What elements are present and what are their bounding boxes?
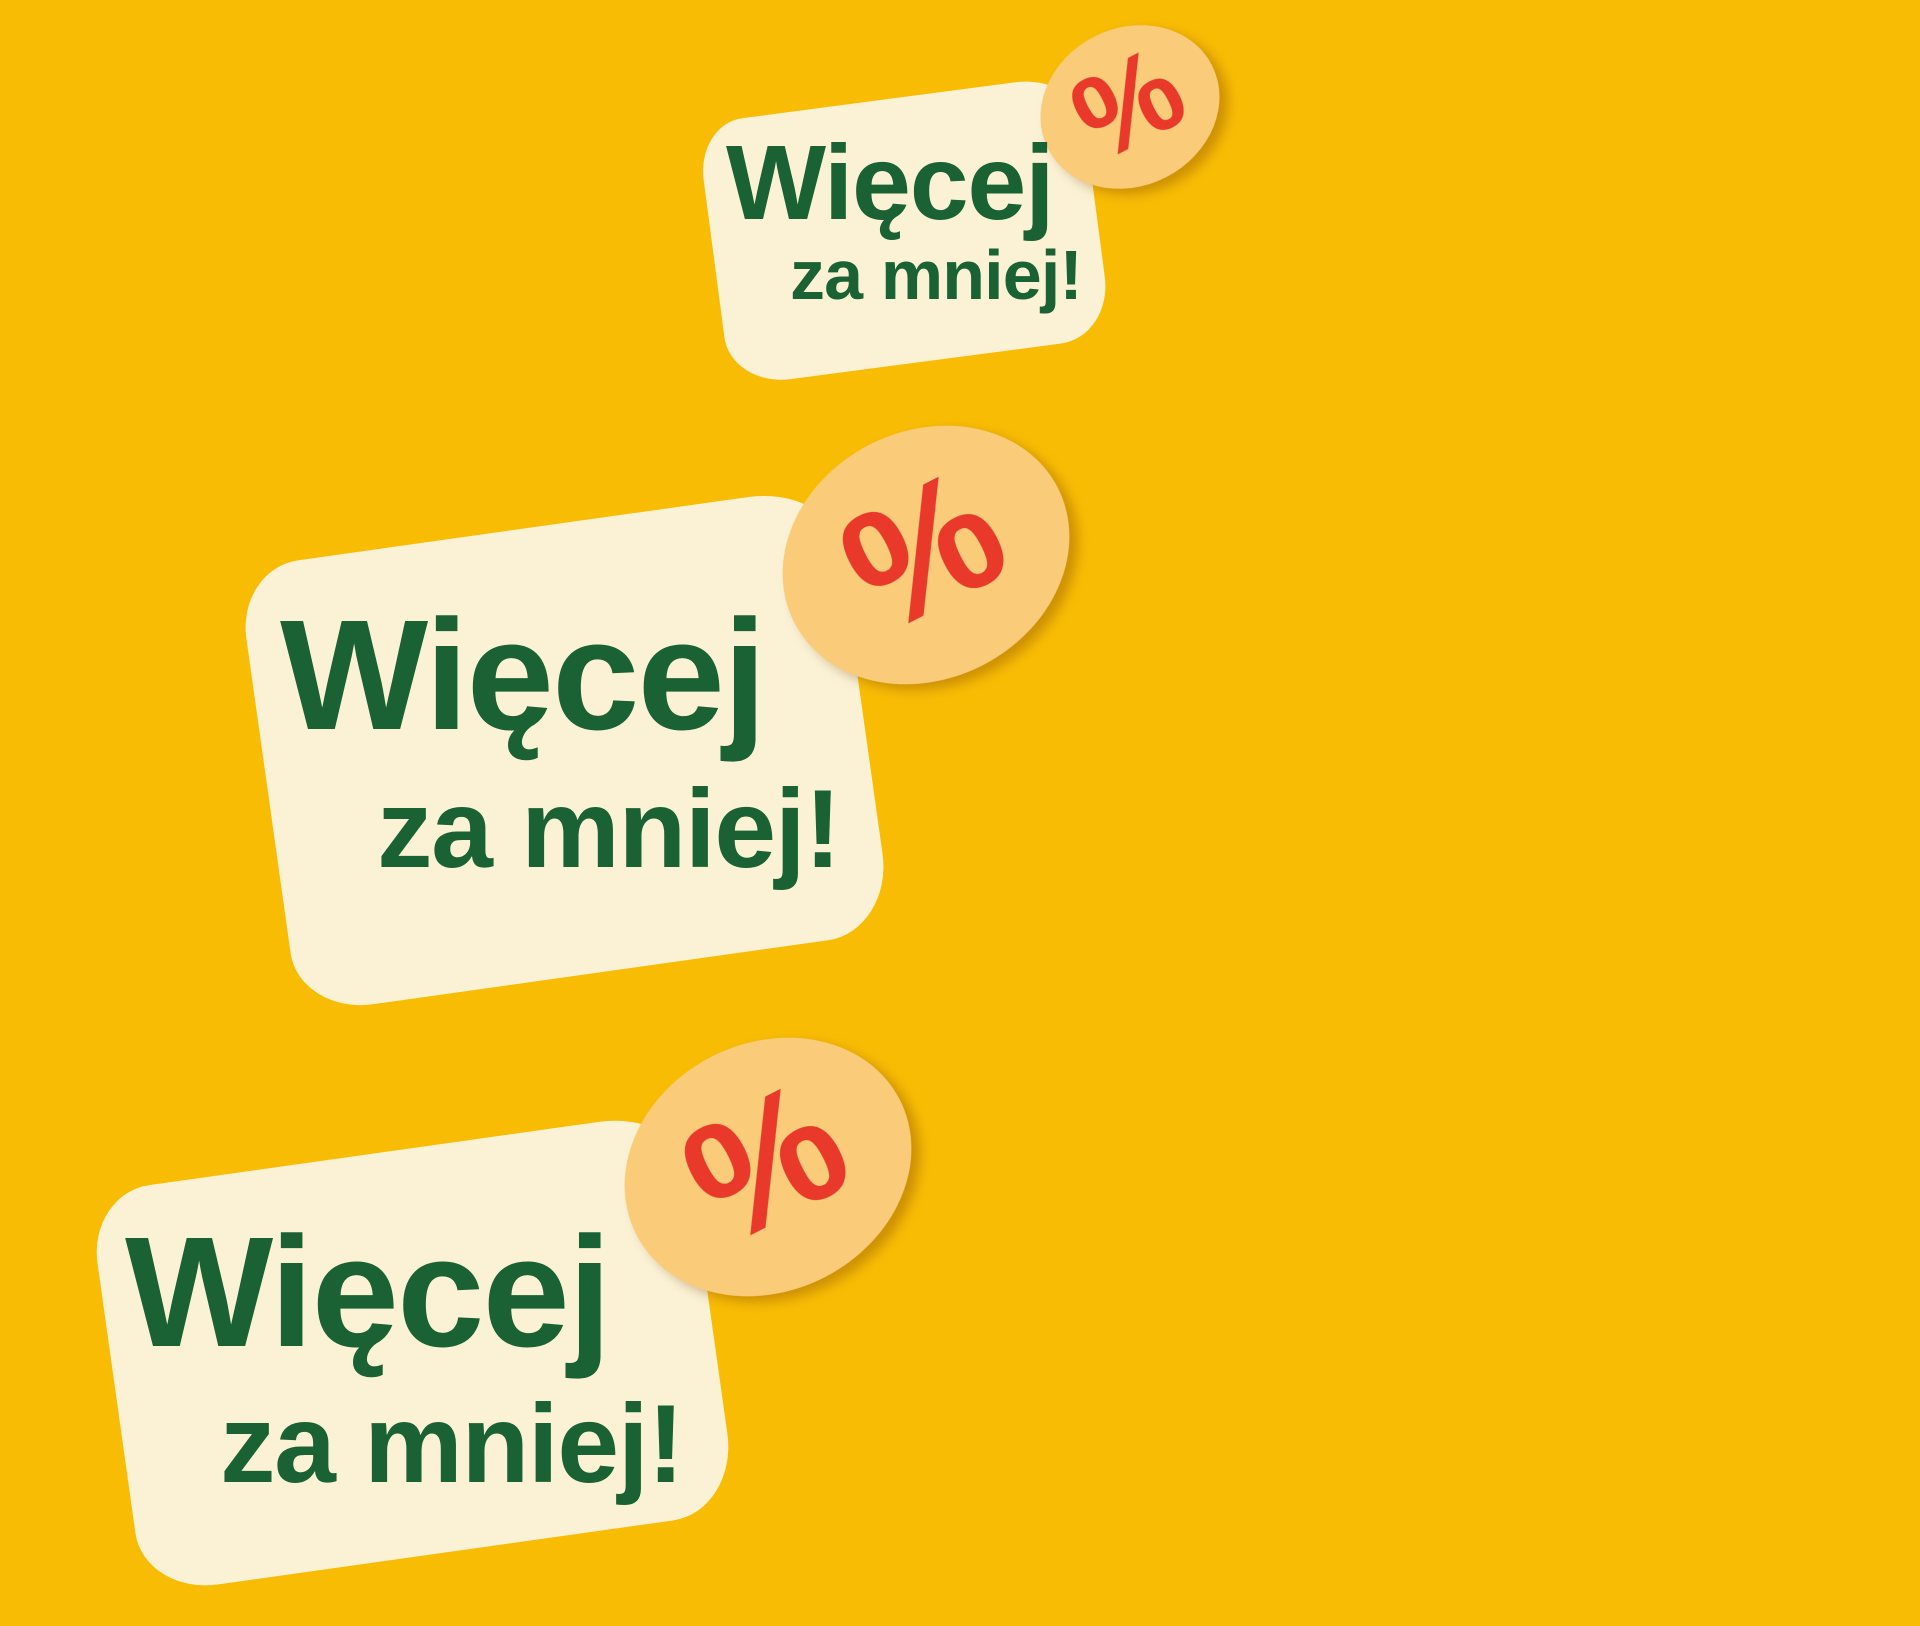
badge-plate (87, 1110, 739, 1595)
badge-headline: Więcej (125, 1205, 612, 1380)
badge-subline: za mniej! (220, 1382, 684, 1506)
percent-icon: % (813, 431, 1035, 670)
badge-plate (236, 485, 894, 1015)
badge-subline: za mniej! (790, 236, 1083, 314)
badge-plate (696, 74, 1113, 387)
percent-icon: % (655, 1043, 877, 1282)
percent-bubble: % (1012, 0, 1248, 220)
percent-bubble: % (579, 989, 957, 1345)
badge-subline: za mniej! (377, 767, 841, 891)
badge-headline: Więcej (280, 588, 767, 763)
badge-headline: Więcej (726, 124, 1055, 242)
percent-bubble: % (737, 377, 1115, 733)
percent-icon: % (1051, 21, 1206, 187)
